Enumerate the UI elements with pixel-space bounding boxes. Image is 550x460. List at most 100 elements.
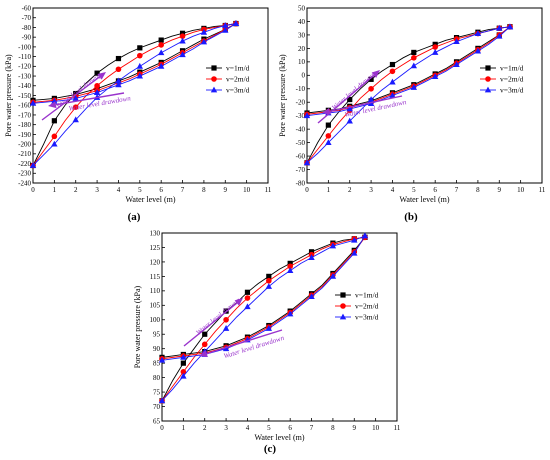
y-tick-label: 10 <box>298 58 306 66</box>
series-point-triangle <box>431 49 439 55</box>
x-tick-label: 3 <box>95 186 99 194</box>
series-point-square <box>347 96 353 103</box>
legend-label: v=1m/d <box>226 64 250 73</box>
x-tick-label: 3 <box>369 186 373 194</box>
y-tick-label: -100 <box>18 43 31 51</box>
series-point-circle <box>201 341 208 348</box>
series-point-square <box>244 289 251 295</box>
series-point-triangle <box>200 38 208 45</box>
series-point-triangle <box>93 89 101 95</box>
drawup-arrow-shaft <box>317 74 375 124</box>
legend-marker-square <box>485 65 491 71</box>
x-tick-label: 6 <box>288 424 292 432</box>
y-tick-label: -150 <box>18 92 31 100</box>
series-point-triangle <box>431 73 439 80</box>
series-point-triangle <box>158 356 166 363</box>
y-axis-title: Pore water pressure (kPa) <box>278 54 287 137</box>
y-tick-label: 130 <box>150 229 161 237</box>
y-tick-label: -210 <box>18 150 31 158</box>
series-point-triangle <box>29 99 37 106</box>
series-point-triangle <box>308 293 315 300</box>
series-point-square <box>287 260 293 266</box>
x-tick-label: 5 <box>138 186 142 194</box>
drawdown-arrow-shaft <box>329 95 403 113</box>
series-line-circle-fall <box>32 23 237 103</box>
series-point-triangle <box>346 117 353 124</box>
x-tick-label: 8 <box>476 186 480 194</box>
x-tick-label: 7 <box>181 186 185 194</box>
series-point-triangle <box>496 32 503 39</box>
series-point-square <box>411 49 417 56</box>
panel-caption: (c) <box>264 443 277 455</box>
series-point-square <box>180 360 186 366</box>
y-tick-label: 95 <box>153 331 161 339</box>
x-tick-label: 1 <box>182 424 186 432</box>
y-tick-label: -110 <box>18 53 31 61</box>
chart-panel-3: 0 1 2 3 4 5 6 7 8 9 10 11 65 70 75 80 85 90 95 100 105 110 115… <box>133 229 401 455</box>
series-point-triangle <box>286 310 294 317</box>
series-point-circle <box>115 66 122 73</box>
series-point-triangle <box>222 26 229 33</box>
x-tick-label: 6 <box>433 186 437 194</box>
series-point-triangle <box>286 267 294 273</box>
x-tick-label: 7 <box>310 424 314 432</box>
x-tick-label: 3 <box>224 424 228 432</box>
x-tick-label: 2 <box>74 186 78 194</box>
plot-frame <box>306 7 543 184</box>
annotation-drawdown: Water level drawdown <box>223 334 286 361</box>
y-tick-label: 125 <box>150 244 161 252</box>
series-point-triangle <box>136 72 144 79</box>
y-tick-label: 75 <box>153 388 161 396</box>
series-point-circle <box>325 133 332 139</box>
series-line-triangle-rise <box>32 23 237 166</box>
series-line-triangle-fall <box>32 23 237 104</box>
series-point-triangle <box>506 23 514 30</box>
series-point-square <box>202 331 208 337</box>
series-point-triangle <box>329 242 337 249</box>
series-line-square-rise <box>32 23 237 166</box>
series-point-triangle <box>351 249 358 256</box>
y-tick-label: 90 <box>153 345 161 353</box>
series-point-triangle <box>244 303 251 310</box>
legend-marker-square <box>211 65 217 71</box>
x-tick-label: 2 <box>203 424 207 432</box>
series-point-square <box>115 55 122 62</box>
annotation-drawup: Water level drawup <box>195 296 243 337</box>
y-tick-label: -10 <box>296 85 306 93</box>
series-point-triangle <box>346 105 353 112</box>
series-point-square <box>325 122 331 128</box>
series-point-triangle <box>410 84 418 90</box>
y-tick-label: 65 <box>153 417 161 425</box>
series-point-square <box>137 45 143 51</box>
series-point-triangle <box>361 232 369 239</box>
panel-caption: (a) <box>128 211 141 223</box>
x-tick-label: 9 <box>353 424 357 432</box>
panel-caption: (b) <box>404 211 418 223</box>
plot-frame <box>161 232 398 422</box>
x-axis-title: Water level (m) <box>400 195 450 204</box>
series-point-square <box>51 118 57 124</box>
y-tick-label: -230 <box>18 170 31 178</box>
x-axis-title: Water level (m) <box>126 195 176 204</box>
series-point-triangle <box>232 20 240 26</box>
series-point-triangle <box>157 49 165 56</box>
series-point-triangle <box>265 325 273 331</box>
series-point-triangle <box>157 62 165 69</box>
series-point-circle <box>72 104 79 110</box>
series-line-triangle-rise <box>161 235 366 402</box>
x-tick-label: 11 <box>265 186 272 194</box>
series-point-triangle <box>179 51 186 58</box>
x-tick-label: 1 <box>53 186 57 194</box>
series-point-triangle <box>158 397 166 404</box>
y-tick-label: -50 <box>296 139 306 147</box>
legend-label: v=2m/d <box>226 75 250 84</box>
series-point-triangle <box>29 162 37 168</box>
legend-marker-circle <box>485 76 491 82</box>
series-point-triangle <box>136 62 144 69</box>
series-point-square <box>266 273 272 279</box>
x-tick-label: 11 <box>539 186 546 194</box>
y-tick-label: 85 <box>153 360 161 368</box>
legend-label: v=2m/d <box>500 75 524 84</box>
series-point-circle <box>137 52 143 59</box>
series-point-triangle <box>389 92 396 98</box>
